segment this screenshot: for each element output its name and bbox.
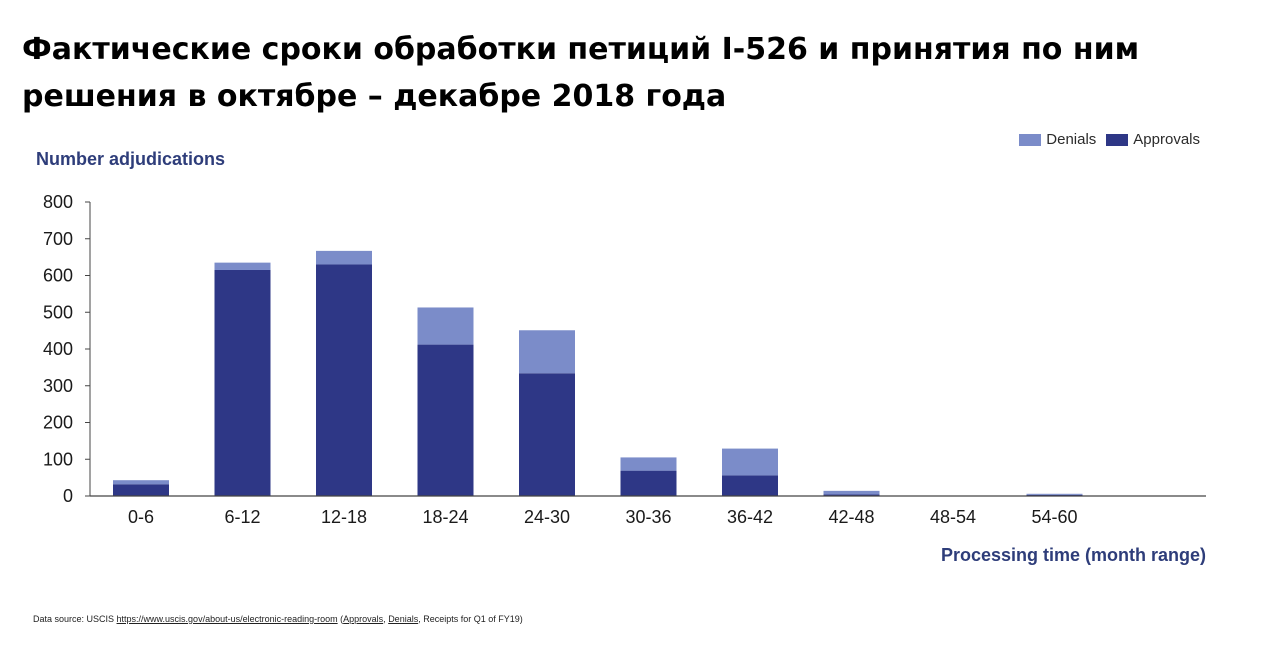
bar-denials [1026, 493, 1083, 495]
bar-approvals [519, 373, 575, 496]
y-axis-label: Number adjudications [36, 149, 226, 169]
approvals-link[interactable]: Approvals [343, 614, 384, 624]
bar-denials [823, 490, 880, 495]
source-separator: , [383, 614, 389, 624]
x-tick-label: 36-42 [727, 507, 773, 527]
y-tick-label: 800 [43, 192, 73, 212]
legend-swatch-denials [1019, 133, 1042, 146]
page-title: Фактические сроки обработки петиций I-52… [22, 32, 1140, 114]
x-tick-label: 6-12 [224, 507, 260, 527]
bar-approvals [722, 475, 778, 496]
y-tick-label: 500 [43, 302, 73, 322]
y-tick-label: 100 [43, 449, 73, 469]
y-tick-label: 0 [63, 486, 73, 506]
source-suffix: , Receipts for Q1 of FY19) [418, 614, 523, 624]
bar-denials [316, 250, 372, 265]
x-tick-label: 42-48 [828, 507, 874, 527]
bar-denials [620, 457, 677, 471]
x-tick-label: 54-60 [1031, 507, 1077, 527]
bar-denials [214, 262, 271, 270]
bar-approvals [417, 344, 474, 496]
source-open-paren: ( [337, 614, 344, 624]
y-tick-label: 200 [43, 413, 73, 433]
x-axis-label: Processing time (month range) [940, 545, 1206, 565]
y-tick-label: 400 [43, 339, 73, 359]
x-tick-label: 12-18 [321, 507, 367, 527]
legend-item-approvals: Approvals [1106, 131, 1200, 148]
legend-label-denials: Denials [1046, 131, 1097, 148]
y-tick-label: 300 [43, 376, 73, 396]
bar-approvals [620, 470, 677, 496]
legend-swatch-approvals [1106, 133, 1129, 146]
bar-denials [722, 448, 778, 476]
x-tick-label: 24-30 [524, 507, 570, 527]
bar-denials [417, 307, 474, 345]
bar-denials [113, 480, 169, 485]
legend-label-approvals: Approvals [1133, 131, 1200, 148]
source-link[interactable]: https://www.uscis.gov/about-us/electroni… [116, 614, 338, 624]
y-tick-label: 600 [43, 266, 73, 286]
bar-denials [519, 330, 575, 374]
bar-approvals [823, 494, 880, 496]
bar-approvals [214, 269, 271, 496]
data-source-note: Data source: USCIS https://www.uscis.gov… [33, 614, 523, 624]
bar-approvals [316, 264, 372, 496]
x-tick-label: 30-36 [625, 507, 671, 527]
legend-item-denials: Denials [1019, 131, 1096, 148]
legend: Denials Approvals [1009, 131, 1200, 148]
y-tick-label: 700 [43, 229, 73, 249]
x-tick-label: 48-54 [930, 507, 976, 527]
x-tick-label: 0-6 [128, 507, 154, 527]
bar-approvals [113, 484, 169, 496]
denials-link[interactable]: Denials [388, 614, 419, 624]
x-tick-label: 18-24 [422, 507, 468, 527]
source-prefix: Data source: USCIS [33, 614, 117, 624]
